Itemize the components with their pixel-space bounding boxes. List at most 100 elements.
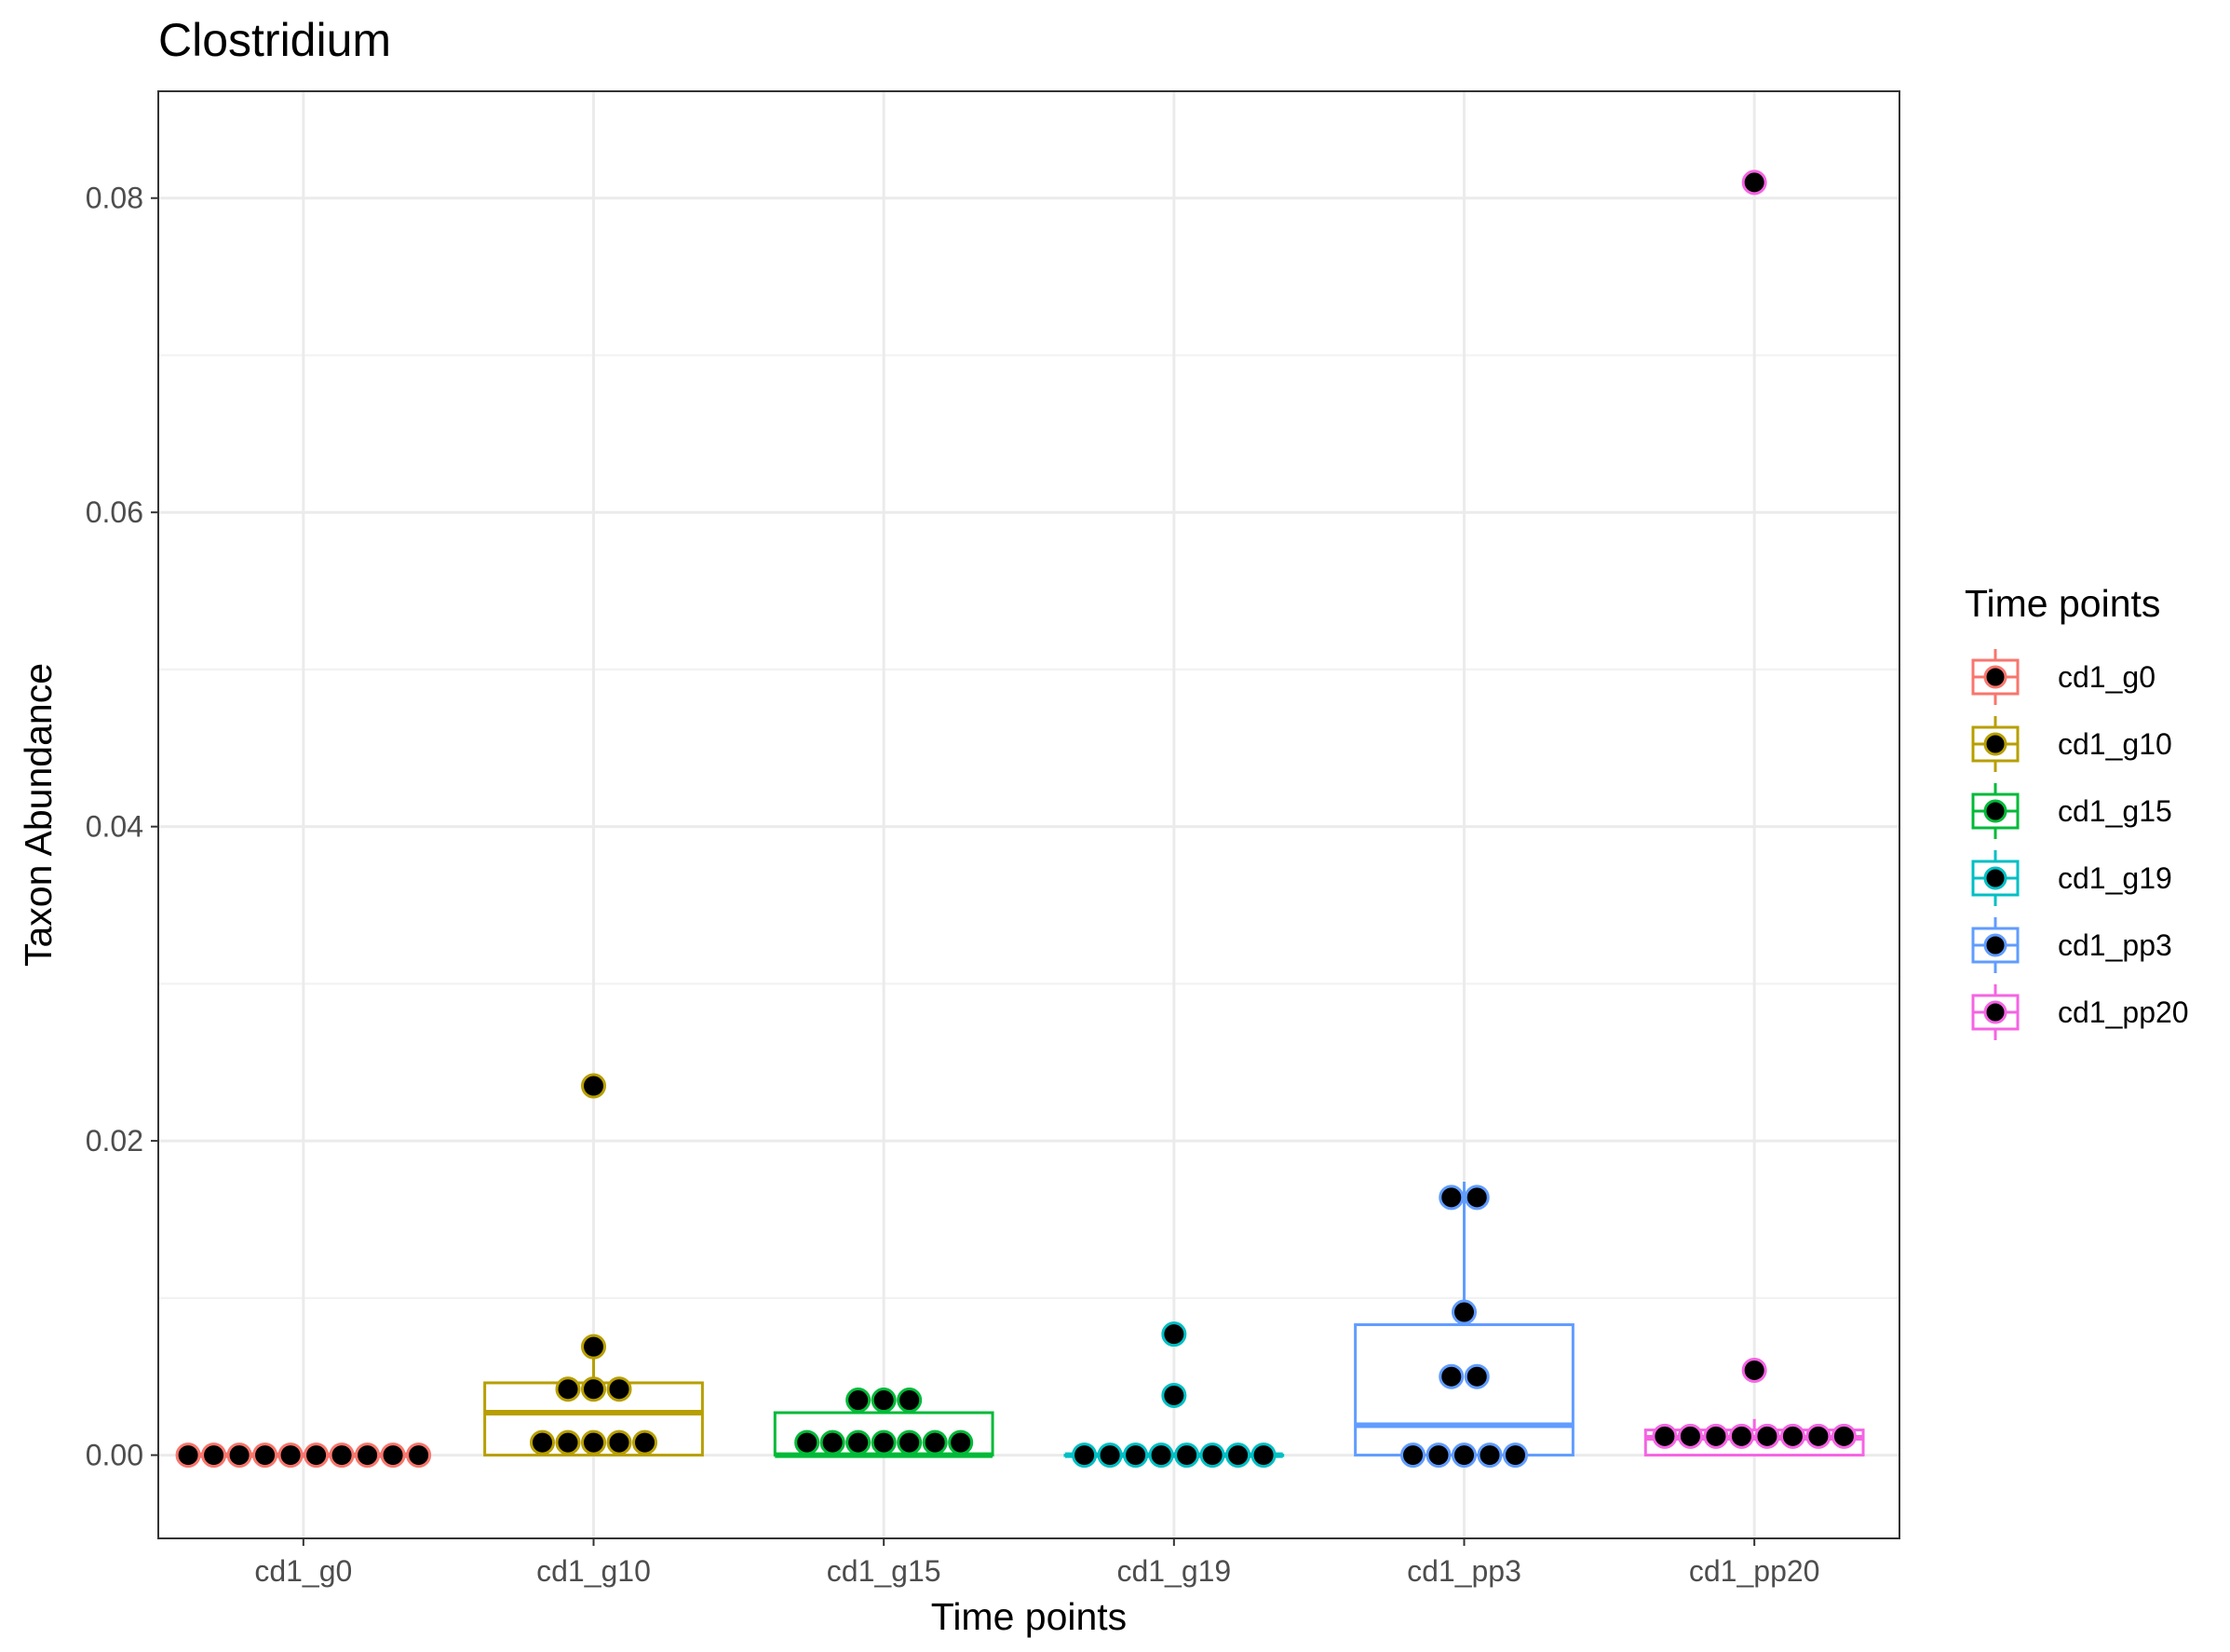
legend-label: cd1_pp3 (2058, 928, 2172, 962)
data-point (175, 1442, 201, 1469)
data-point (1754, 1423, 1780, 1449)
data-point (1161, 1321, 1187, 1347)
data-point (1123, 1442, 1149, 1469)
x-axis-title: Time points (931, 1595, 1127, 1638)
x-tick-label: cd1_pp20 (1689, 1554, 1820, 1588)
data-point (845, 1388, 872, 1414)
data-point (329, 1442, 355, 1469)
panel-border (157, 90, 1900, 1539)
x-tick-label: cd1_pp3 (1407, 1554, 1521, 1588)
data-point (1741, 169, 1767, 196)
data-point (1439, 1185, 1465, 1211)
data-point (555, 1376, 581, 1402)
legend-label: cd1_g10 (2058, 727, 2172, 761)
data-point (226, 1442, 252, 1469)
data-point (252, 1442, 278, 1469)
data-point (606, 1376, 632, 1402)
data-point (1097, 1442, 1123, 1469)
data-point (304, 1442, 330, 1469)
data-point (948, 1429, 974, 1456)
data-point (581, 1429, 606, 1456)
data-point (1426, 1442, 1452, 1469)
legend-key-dot (1983, 732, 2007, 756)
y-tick-label: 0.02 (86, 1124, 143, 1158)
x-tick-label: cd1_g19 (1116, 1554, 1231, 1588)
legend-entry-cd1_g15: cd1_g15 (1971, 783, 2172, 839)
legend: Time points cd1_g0 cd1_g10 cd1_g15 cd1_g19c… (1965, 582, 2189, 1040)
data-point (1225, 1442, 1251, 1469)
legend-label: cd1_g19 (2058, 861, 2172, 895)
data-point (1677, 1423, 1703, 1449)
data-point (1728, 1423, 1754, 1449)
data-point (632, 1429, 657, 1456)
data-point (1805, 1423, 1831, 1449)
legend-label: cd1_pp20 (2058, 995, 2189, 1029)
data-point (897, 1388, 923, 1414)
legend-key-dot (1983, 1000, 2007, 1024)
y-tick-label: 0.04 (86, 810, 143, 844)
legend-label: cd1_g0 (2058, 660, 2156, 694)
data-point (871, 1388, 897, 1414)
data-point (555, 1429, 581, 1456)
data-point (1199, 1442, 1225, 1469)
data-point (581, 1376, 606, 1402)
data-point (922, 1429, 948, 1456)
legend-entry-cd1_g0: cd1_g0 (1971, 649, 2156, 705)
data-point (581, 1334, 606, 1360)
legend-key-dot (1983, 933, 2007, 957)
data-point (1741, 1357, 1767, 1383)
y-axis-title: Taxon Abundance (17, 663, 60, 967)
data-point (581, 1073, 606, 1099)
data-point (897, 1429, 923, 1456)
data-point (406, 1442, 432, 1469)
legend-entry-cd1_g19: cd1_g19 (1971, 850, 2172, 906)
data-point (1250, 1442, 1277, 1469)
data-point (530, 1429, 555, 1456)
legend-entry-cd1_pp3: cd1_pp3 (1971, 917, 2172, 973)
legend-key-dot (1983, 799, 2007, 823)
data-point (1464, 1363, 1490, 1389)
plot-panel (157, 90, 1900, 1539)
data-point (1703, 1423, 1729, 1449)
data-point (1464, 1185, 1490, 1211)
legend-title: Time points (1965, 582, 2160, 625)
data-point (1439, 1363, 1465, 1389)
y-tick-label: 0.00 (86, 1439, 143, 1472)
legend-key-dot (1983, 866, 2007, 890)
data-point (355, 1442, 381, 1469)
data-point (1477, 1442, 1503, 1469)
box-iqr (1354, 1323, 1575, 1457)
x-axis: cd1_g0 cd1_g10 cd1_g15 cd1_g19 cd1_pp3 cd1_pp… (254, 1538, 1819, 1588)
y-tick-label: 0.08 (86, 182, 143, 215)
legend-entry-cd1_g10: cd1_g10 (1971, 716, 2172, 772)
legend-label: cd1_g15 (2058, 794, 2172, 828)
data-point (1503, 1442, 1528, 1469)
data-point (277, 1442, 304, 1469)
panel-background (158, 91, 1899, 1538)
data-point (1400, 1442, 1426, 1469)
data-point (606, 1429, 632, 1456)
data-point (1831, 1423, 1857, 1449)
data-point (1161, 1382, 1187, 1408)
data-point (1779, 1423, 1805, 1449)
legend-key-dot (1983, 665, 2007, 689)
y-tick-label: 0.06 (86, 495, 143, 529)
data-point (845, 1429, 872, 1456)
x-tick-label: cd1_g15 (827, 1554, 941, 1588)
data-point (380, 1442, 406, 1469)
data-point (1148, 1442, 1174, 1469)
x-tick-label: cd1_g10 (536, 1554, 651, 1588)
data-point (819, 1429, 845, 1456)
data-point (871, 1429, 897, 1456)
data-point (1072, 1442, 1098, 1469)
data-point (1652, 1423, 1678, 1449)
y-axis: 0.00 0.02 0.04 0.06 0.08 (86, 182, 158, 1472)
chart-title: Clostridium (158, 14, 391, 66)
legend-entry-cd1_pp20: cd1_pp20 (1971, 984, 2189, 1040)
x-tick-label: cd1_g0 (254, 1554, 352, 1588)
data-point (1452, 1299, 1477, 1325)
data-point (794, 1429, 820, 1456)
data-point (1452, 1442, 1477, 1469)
data-point (1174, 1442, 1200, 1469)
